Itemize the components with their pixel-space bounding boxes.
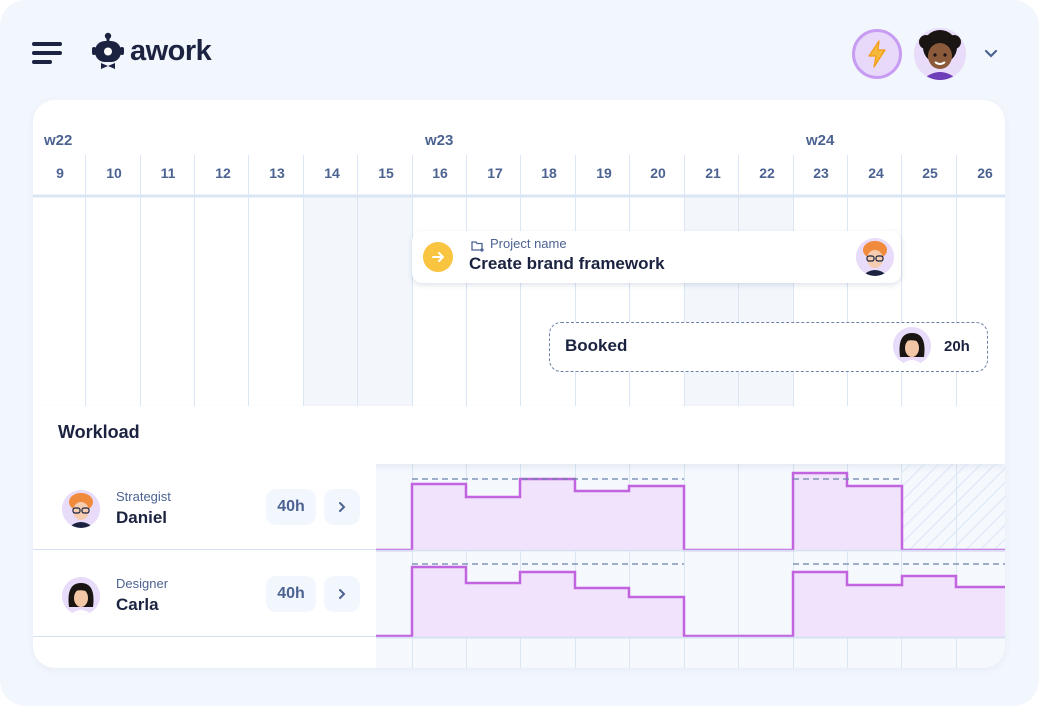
workload-chart: [376, 464, 1005, 639]
day-label: 25: [922, 165, 938, 181]
workload-row-daniel[interactable]: Strategist Daniel 40h: [33, 464, 376, 550]
task-status-button[interactable]: [423, 242, 453, 272]
expand-row-button[interactable]: [324, 489, 360, 525]
person-role: Designer: [116, 576, 169, 591]
day-label: 14: [324, 165, 340, 181]
chevron-right-icon: [339, 589, 346, 599]
week-label-w22: w22: [44, 132, 73, 149]
lightning-bolt-icon: [868, 40, 886, 68]
workload-title: Workload: [58, 422, 140, 442]
day-label: 11: [160, 165, 176, 181]
project-folder-icon: [471, 241, 484, 252]
upgrade-button[interactable]: [852, 29, 902, 79]
booking-face-icon: [893, 327, 931, 365]
assignee-face-icon: [856, 238, 894, 276]
hours-pill[interactable]: 40h: [266, 489, 316, 525]
expand-row-button[interactable]: [324, 576, 360, 612]
day-label: 23: [813, 165, 829, 181]
day-label: 19: [596, 165, 612, 181]
day-label: 18: [541, 165, 557, 181]
arrow-right-icon: [432, 252, 444, 262]
chevron-down-icon[interactable]: [982, 45, 1000, 63]
user-face-icon: [914, 28, 966, 80]
task-card[interactable]: Project name Create brand framework: [412, 231, 901, 283]
booking-card[interactable]: Booked 20h: [549, 322, 988, 372]
day-label: 9: [56, 165, 64, 181]
hours-pill[interactable]: 40h: [266, 576, 316, 612]
booking-hours: 20h: [944, 338, 970, 355]
app-name: awork: [130, 34, 212, 67]
assignee-avatar[interactable]: [856, 238, 894, 276]
day-label: 16: [432, 165, 448, 181]
day-label: 10: [106, 165, 122, 181]
person-name: Daniel: [116, 508, 168, 527]
day-label: 20: [650, 165, 666, 181]
project-name-label[interactable]: Project name: [490, 236, 567, 251]
day-label: 12: [215, 165, 231, 181]
user-avatar[interactable]: [914, 28, 966, 80]
person-face-icon: [62, 577, 100, 615]
day-label: 26: [977, 165, 993, 181]
avatar: [62, 577, 100, 615]
avatar: [62, 490, 100, 528]
week-label-w23: w23: [425, 132, 454, 149]
person-role: Strategist: [116, 489, 171, 504]
app-logo[interactable]: awork: [92, 32, 212, 70]
awork-robot-logo-icon: [92, 32, 124, 69]
day-label: 22: [759, 165, 775, 181]
workload-row-carla[interactable]: Designer Carla 40h: [33, 551, 376, 637]
day-label: 21: [705, 165, 721, 181]
day-label: 17: [487, 165, 503, 181]
booking-avatar[interactable]: [893, 327, 931, 365]
planner-card: w22 w23 w24 9 10 11 12 13 14 15 16 17 18…: [33, 100, 1005, 668]
task-title[interactable]: Create brand framework: [469, 254, 665, 273]
workload-header: Workload: [33, 406, 1005, 464]
week-label-w24: w24: [806, 132, 835, 149]
booking-label: Booked: [565, 336, 628, 355]
chevron-right-icon: [339, 502, 346, 512]
day-label: 13: [269, 165, 285, 181]
day-label: 15: [378, 165, 394, 181]
person-name: Carla: [116, 595, 159, 614]
hamburger-menu-icon[interactable]: [32, 42, 62, 64]
person-face-icon: [62, 490, 100, 528]
day-label: 24: [868, 165, 884, 181]
